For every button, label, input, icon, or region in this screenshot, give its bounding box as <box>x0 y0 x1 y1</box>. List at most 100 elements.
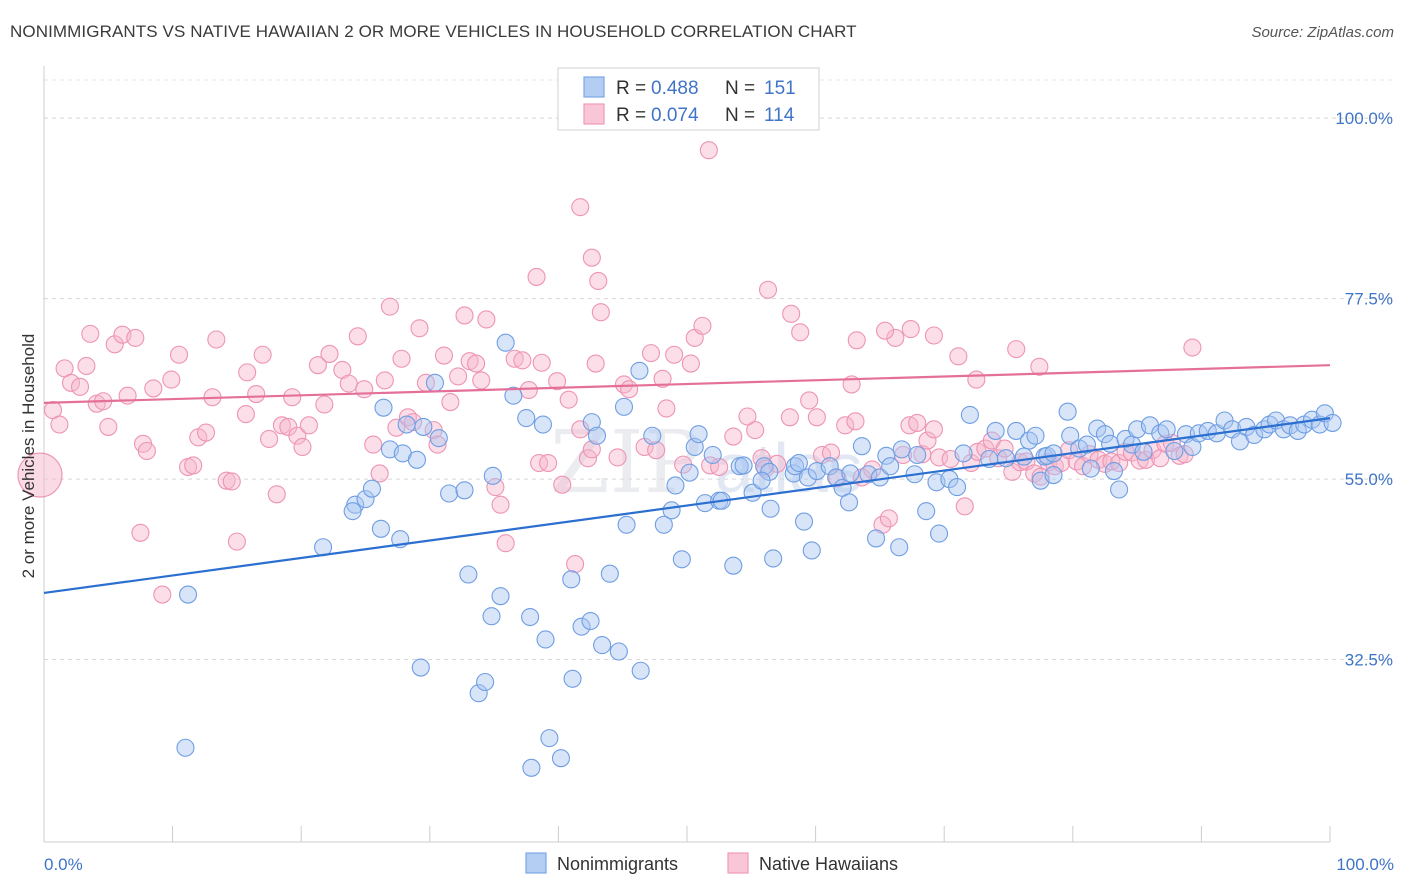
native-hawaiian-point <box>77 356 96 376</box>
nonimmigrant-point <box>411 658 430 677</box>
native-hawaiian-point <box>70 377 90 396</box>
native-hawaiian-point <box>398 408 417 427</box>
x-tick-label-min: 0.0% <box>44 855 83 874</box>
nonimmigrant-point <box>1077 435 1096 454</box>
native-hawaiian-point <box>1030 357 1049 376</box>
native-hawaiian-point <box>455 306 474 325</box>
y-axis-title: 2 or more Vehicles in Household <box>19 334 38 579</box>
nonimmigrant-point <box>764 549 783 568</box>
native-hawaiian-point <box>293 437 312 457</box>
native-hawaiian-point <box>61 373 81 392</box>
legend-r-label-2: R = <box>616 105 646 126</box>
native-hawaiian-point <box>836 416 855 435</box>
nonimmigrant-point <box>1134 442 1153 461</box>
native-hawaiian-point <box>527 267 546 286</box>
nonimmigrant-point <box>755 457 774 476</box>
legend-n-label-1: N = <box>725 78 755 99</box>
native-hawaiian-point <box>496 534 515 553</box>
native-hawaiian-point <box>196 423 216 442</box>
nonimmigrant-point <box>343 502 362 521</box>
native-hawaiian-point <box>387 418 406 437</box>
nonimmigrant-point <box>703 445 722 465</box>
nonimmigrant-point <box>521 607 540 627</box>
nonimmigrant-point <box>1058 402 1077 421</box>
nonimmigrant-point <box>374 398 393 417</box>
native-hawaiian-point <box>566 555 585 574</box>
y-tick-labels: 32.5% 55.0% 77.5% 100.0% <box>1335 109 1393 669</box>
native-hawaiian-point <box>693 316 712 335</box>
native-hawaiian-point <box>1183 338 1202 357</box>
nonimmigrant-point <box>986 421 1005 440</box>
native-hawaiian-point <box>410 319 429 338</box>
y-tick-label: 77.5% <box>1345 290 1393 309</box>
nonimmigrant-point <box>1061 426 1080 445</box>
nonimmigrant-point <box>1104 461 1124 481</box>
nonimmigrant-point <box>960 405 979 424</box>
nonimmigrant-point <box>562 570 581 589</box>
native-hawaiian-point <box>253 345 272 364</box>
legend-r-value-1: 0.488 <box>651 78 699 99</box>
native-hawaiian-point <box>375 371 394 390</box>
native-hawaiian-point <box>591 303 610 322</box>
native-hawaiian-point <box>924 420 943 439</box>
nonimmigrant-point <box>630 361 649 380</box>
nonimmigrant-point <box>724 556 743 575</box>
native-hawaiian-point <box>50 415 69 434</box>
nonimmigrant-point <box>582 413 601 432</box>
native-hawaiian-point <box>315 395 334 414</box>
native-hawaiian-point <box>608 448 627 467</box>
native-hawaiian-point <box>949 347 968 366</box>
nonimmigrant-point <box>440 484 459 503</box>
legend-n-value-2: 114 <box>764 105 795 126</box>
nonimmigrant-point <box>852 437 871 456</box>
native-hawaiian-point <box>846 412 865 431</box>
nonimmigrant-point <box>581 611 600 631</box>
nonimmigrant-point <box>469 684 488 703</box>
nonimmigrant-point <box>522 758 541 777</box>
nonimmigrant-point <box>643 426 662 445</box>
nonimmigrant-point <box>614 397 634 416</box>
nonimmigrant-point <box>414 417 433 436</box>
native-hawaiian-point <box>1151 449 1170 468</box>
native-hawaiian-point <box>967 370 986 389</box>
nonimmigrant-point <box>820 457 839 476</box>
nonimmigrants-points <box>176 333 1342 777</box>
nonimmigrant-point <box>1044 466 1063 485</box>
native-hawaiian-point <box>392 349 411 368</box>
nonimmigrant-point <box>425 373 444 392</box>
nonimmigrant-point <box>572 617 591 636</box>
native-hawaiian-point <box>126 328 145 347</box>
nonimmigrant-point <box>496 333 515 352</box>
native-hawaiian-point <box>259 429 279 449</box>
native-hawaiian-point <box>701 456 720 475</box>
native-hawaiian-point-large <box>17 452 63 498</box>
native-hawaiian-point <box>247 384 266 404</box>
native-hawaiian-point <box>548 372 567 391</box>
nonimmigrant-point <box>839 493 859 512</box>
trend-lines <box>43 364 1331 595</box>
nonimmigrant-point <box>504 386 523 405</box>
native-hawaiian-point <box>477 310 496 329</box>
native-hawaiian-point <box>578 449 598 468</box>
bottom-legend: Nonimmigrants Native Hawaiians <box>525 852 898 874</box>
nonimmigrant-point <box>533 415 553 434</box>
legend-swatch-blue <box>583 76 605 98</box>
native-hawaiian-point <box>758 280 778 299</box>
native-hawaiian-point <box>380 297 399 316</box>
native-hawaiian-point <box>299 416 318 435</box>
nonimmigrant-point <box>491 587 510 606</box>
native-hawaiian-point <box>355 380 374 399</box>
native-hawaiian-point <box>169 345 189 364</box>
native-hawaiian-point <box>227 532 246 551</box>
native-hawaiian-point <box>620 380 639 399</box>
watermark-zip: ZIP <box>550 413 702 513</box>
native-hawaiian-point <box>99 417 118 436</box>
native-hawaiian-point <box>288 426 307 445</box>
nonimmigrant-point <box>680 463 699 482</box>
native-hawaiian-point <box>105 335 124 354</box>
nonimmigrant-point <box>1026 426 1045 445</box>
native-hawaiian-point <box>217 471 236 490</box>
nonimmigrant-point <box>1007 421 1026 440</box>
nonimmigrant-point <box>666 476 685 495</box>
